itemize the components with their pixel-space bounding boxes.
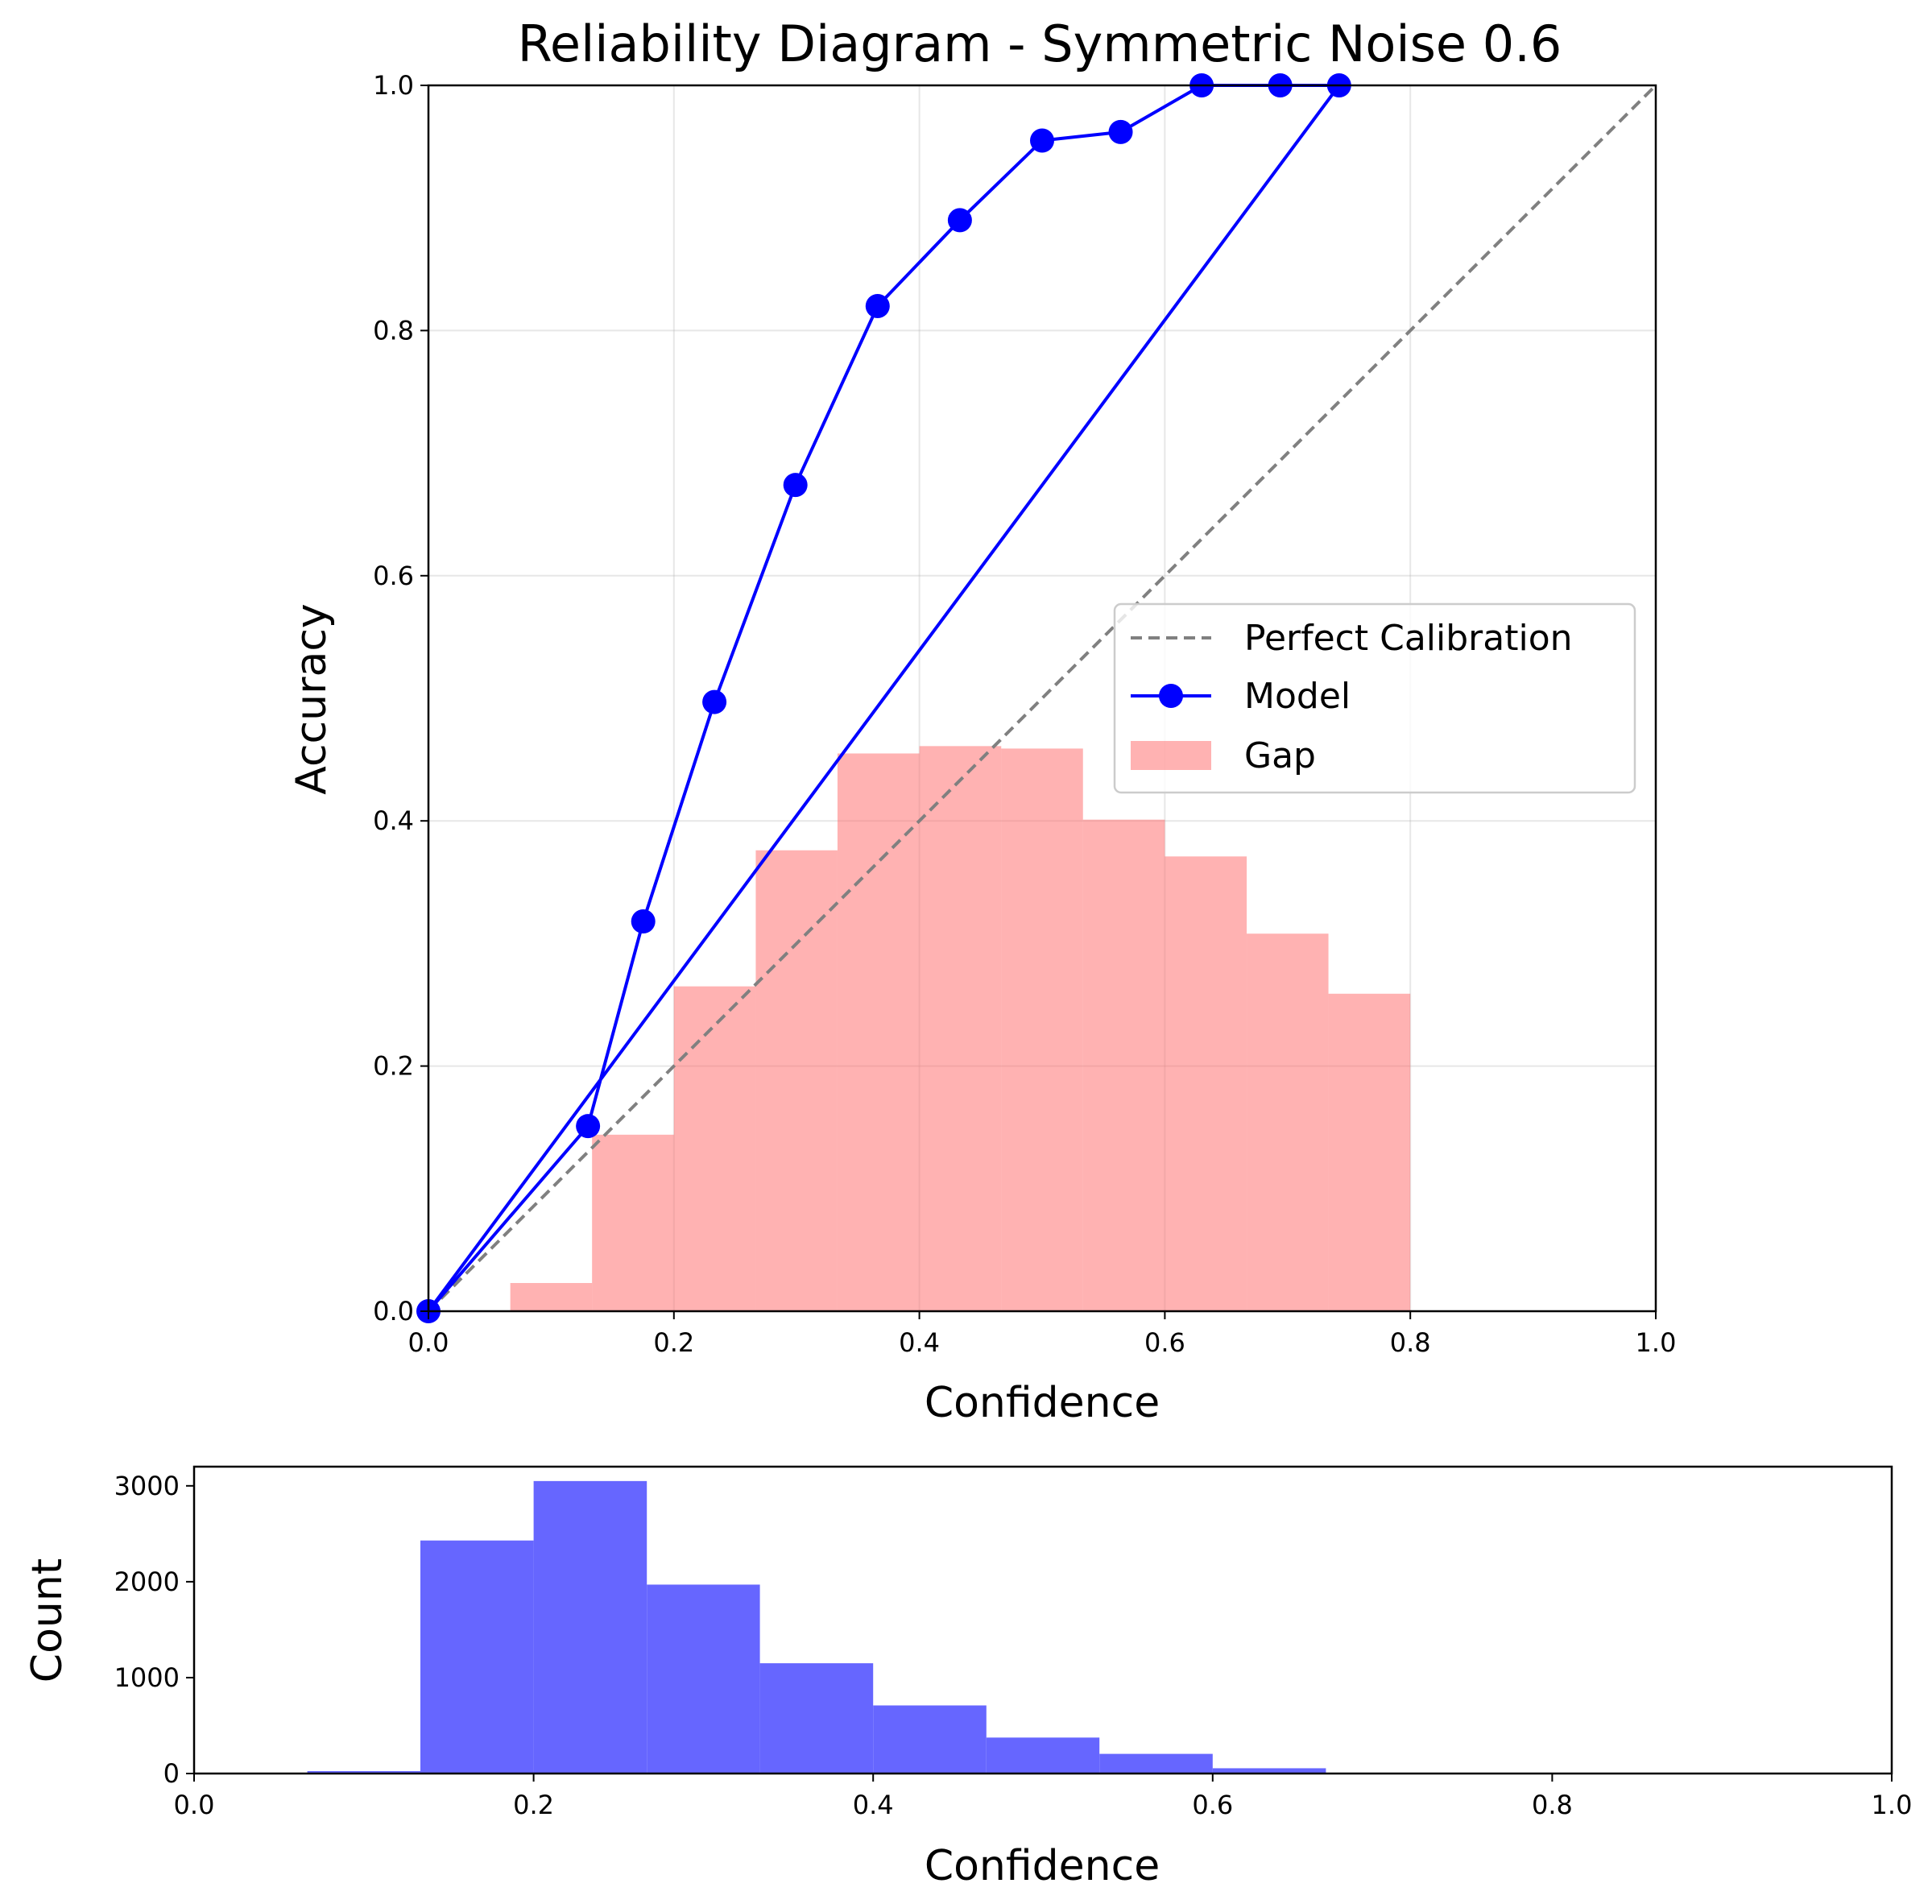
count-bar [647, 1584, 760, 1774]
y-tick-label: 0.4 [373, 805, 414, 836]
legend-model-label: Model [1244, 676, 1351, 717]
chart-title: Reliability Diagram - Symmetric Noise 0.… [518, 14, 1562, 73]
bottom-y-axis-title: Count [23, 1558, 72, 1683]
y-tick-label: 0 [163, 1758, 180, 1789]
gap-bar [1082, 819, 1165, 1311]
top-x-axis-title: Confidence [925, 1379, 1160, 1427]
x-tick-label: 0.8 [1532, 1790, 1573, 1820]
y-tick-label: 0.2 [373, 1051, 414, 1082]
bottom-y-ticks: 0 1000 2000 3000 [114, 1471, 194, 1789]
y-tick-label: 1000 [114, 1662, 180, 1693]
legend: Perfect Calibration Model Gap [1113, 602, 1636, 794]
perfect-calibration-line [427, 84, 1657, 1313]
model-point [783, 473, 808, 498]
gap-bars [510, 746, 1411, 1311]
x-tick-label: 0.2 [653, 1327, 694, 1358]
y-tick-label: 0.6 [373, 561, 414, 591]
legend-gap-label: Gap [1244, 735, 1316, 776]
top-axes-frame [427, 84, 1657, 1313]
x-tick-label: 1.0 [1872, 1790, 1913, 1820]
legend-model-marker [1159, 684, 1183, 708]
gap-bar [1001, 748, 1083, 1311]
model-point [947, 208, 972, 233]
model-point [631, 909, 656, 934]
gap-bar [673, 986, 756, 1311]
x-tick-label: 0.8 [1390, 1327, 1431, 1358]
y-tick-label: 2000 [114, 1567, 180, 1597]
count-bar [420, 1540, 534, 1774]
bottom-x-ticks: 0.0 0.2 0.4 0.6 0.8 1.0 [174, 1774, 1913, 1820]
model-point [1030, 128, 1054, 153]
gap-bar [1165, 856, 1247, 1311]
model-point [702, 689, 727, 714]
count-bar [1099, 1753, 1213, 1774]
reliability-diagram: Reliability Diagram - Symmetric Noise 0.… [288, 14, 1676, 1427]
x-tick-label: 0.2 [513, 1790, 554, 1820]
model-point [576, 1114, 601, 1139]
y-tick-label: 0.8 [373, 315, 414, 346]
gap-bar [1247, 933, 1329, 1311]
y-tick-label: 3000 [114, 1471, 180, 1501]
count-bar [873, 1705, 987, 1774]
gap-bar [1328, 993, 1411, 1311]
y-tick-label: 0.0 [373, 1296, 414, 1327]
model-point [865, 293, 890, 318]
model-return-line [427, 84, 1341, 1313]
x-tick-label: 0.0 [408, 1327, 449, 1358]
x-tick-label: 0.4 [853, 1790, 894, 1820]
gap-bar [592, 1134, 674, 1311]
top-x-ticks: 0.0 0.2 0.4 0.6 0.8 1.0 [408, 1311, 1677, 1358]
legend-perfect-calibration-label: Perfect Calibration [1244, 618, 1573, 659]
count-bar [307, 1771, 420, 1774]
gap-bar [755, 850, 838, 1311]
legend-gap-swatch [1131, 741, 1211, 770]
bottom-x-axis-title: Confidence [925, 1842, 1160, 1890]
confidence-histogram: 0.0 0.2 0.4 0.6 0.8 1.0 0 1000 2000 3000 Confide… [23, 1465, 1913, 1890]
count-bar [533, 1480, 647, 1774]
gap-bar [919, 746, 1002, 1311]
y-tick-label: 1.0 [373, 70, 414, 101]
x-tick-label: 0.0 [174, 1790, 215, 1820]
model-point [1108, 119, 1133, 144]
count-bars [307, 1480, 1326, 1774]
bottom-axes-frame [192, 1465, 1893, 1775]
count-bar [1212, 1768, 1326, 1774]
gap-bar [510, 1282, 593, 1311]
x-tick-label: 0.6 [1144, 1327, 1185, 1358]
top-y-axis-title: Accuracy [288, 603, 336, 794]
perfect-calibration-line [427, 84, 1657, 1313]
count-bar [759, 1663, 874, 1774]
count-bar [986, 1737, 1100, 1774]
legend-box [1113, 602, 1636, 794]
x-tick-label: 0.6 [1192, 1790, 1233, 1820]
x-tick-label: 0.4 [899, 1327, 940, 1358]
gap-bar [837, 753, 920, 1311]
top-y-ticks: 0.0 0.2 0.4 0.6 0.8 1.0 [373, 70, 428, 1327]
x-tick-label: 1.0 [1636, 1327, 1677, 1358]
